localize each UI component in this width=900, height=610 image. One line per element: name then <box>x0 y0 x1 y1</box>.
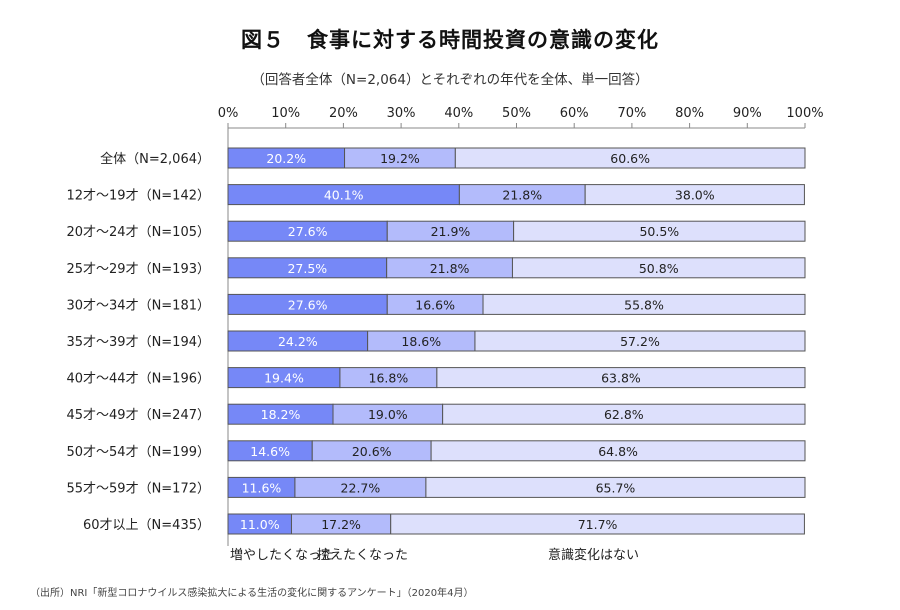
bar-value-label: 27.6% <box>288 297 328 312</box>
x-axis: 0% 10% 20% 30% 40% 50% 60% 70% 80% 90% 100% <box>218 106 824 546</box>
x-tick-label: 50% <box>502 106 531 121</box>
bar-segment <box>513 220 806 242</box>
bar-value-label: 50.8% <box>639 261 679 276</box>
legend-label: 控えたくなった <box>317 548 408 563</box>
category-label: 50才～54才（N=199） <box>66 445 210 460</box>
category-label: 55才～59才（N=172） <box>66 481 210 496</box>
bar-value-label: 11.6% <box>242 480 282 495</box>
x-tick-label: 70% <box>617 106 646 121</box>
category-label: 45才～49才（N=247） <box>66 408 210 423</box>
bar-value-label: 55.8% <box>624 297 664 312</box>
category-label: 60才以上（N=435） <box>83 518 210 533</box>
bar-segment <box>430 440 806 462</box>
bar-value-label: 24.2% <box>278 334 318 349</box>
bar-value-label: 21.9% <box>431 224 471 239</box>
x-tick-label: 100% <box>786 106 823 121</box>
source-note: （出所）NRI「新型コロナウイルス感染拡大による生活の変化に関するアンケート」（… <box>30 588 474 599</box>
bar-value-label: 11.0% <box>240 517 280 532</box>
bar-value-label: 62.8% <box>604 407 644 422</box>
bar-value-label: 19.0% <box>368 407 408 422</box>
category-label: 25才～29才（N=193） <box>66 262 210 277</box>
bar-value-label: 16.6% <box>415 297 455 312</box>
bar-value-label: 57.2% <box>620 334 660 349</box>
bar-value-label: 38.0% <box>675 188 715 203</box>
bar-segment <box>390 513 805 535</box>
x-tick-label: 0% <box>218 106 239 121</box>
bar-value-label: 27.6% <box>288 224 328 239</box>
bar-value-label: 27.5% <box>287 261 327 276</box>
bar-value-label: 17.2% <box>321 517 361 532</box>
bar-value-label: 71.7% <box>578 517 618 532</box>
bar-value-label: 19.4% <box>264 371 304 386</box>
x-tick-label: 20% <box>329 106 358 121</box>
bar-value-label: 21.8% <box>430 261 470 276</box>
category-label: 40才～44才（N=196） <box>66 372 210 387</box>
bar-segment <box>454 147 806 169</box>
bar-segment <box>474 330 806 352</box>
chart-subtitle: （回答者全体（N=2,064）とそれぞれの年代を全体、単一回答） <box>251 72 649 88</box>
x-tick-label: 90% <box>733 106 762 121</box>
bar-value-label: 16.8% <box>369 371 409 386</box>
category-labels: 全体（N=2,064） 12才～19才（N=142） 20才～24才（N=105） 2… <box>66 151 210 533</box>
bar-value-label: 50.5% <box>639 224 679 239</box>
x-tick-label: 40% <box>444 106 473 121</box>
bar-segment <box>425 476 806 498</box>
category-label: 35才～39才（N=194） <box>66 335 210 350</box>
x-tick-label: 80% <box>675 106 704 121</box>
bar-segment <box>442 403 806 425</box>
x-tick-label: 60% <box>560 106 589 121</box>
bar-value-label: 18.6% <box>401 334 441 349</box>
bar-value-label: 18.2% <box>261 407 301 422</box>
bar-value-label: 65.7% <box>596 480 636 495</box>
x-tick-label: 10% <box>271 106 300 121</box>
bar-segment <box>436 367 806 389</box>
bar-segment <box>511 257 806 279</box>
legend-label: 増やしたくなった <box>230 548 334 563</box>
bar-value-label: 63.8% <box>601 371 641 386</box>
bar-segment <box>584 184 805 206</box>
x-tick-label: 30% <box>387 106 416 121</box>
category-label: 20才～24才（N=105） <box>66 225 210 240</box>
category-label: 30才～34才（N=181） <box>66 298 210 313</box>
category-label: 全体（N=2,064） <box>100 151 210 167</box>
bar-value-label: 22.7% <box>341 480 381 495</box>
bar-value-label: 60.6% <box>610 151 650 166</box>
bar-value-label: 64.8% <box>598 444 638 459</box>
bar-value-label: 21.8% <box>502 188 542 203</box>
bar-value-label: 19.2% <box>380 151 420 166</box>
bar-segment <box>482 293 806 315</box>
bar-value-label: 40.1% <box>324 188 364 203</box>
bar-value-label: 20.2% <box>266 151 306 166</box>
bars: 20.2% 19.2% 60.6% 40.1% 21.8% 38.0% 27.6% 21.9%… <box>227 147 806 535</box>
chart-title: 図５ 食事に対する時間投資の意識の変化 <box>241 28 659 52</box>
bar-value-label: 14.6% <box>250 444 290 459</box>
category-label: 12才～19才（N=142） <box>66 189 210 204</box>
bar-value-label: 20.6% <box>352 444 392 459</box>
legend-label: 意識変化はない <box>548 547 639 563</box>
